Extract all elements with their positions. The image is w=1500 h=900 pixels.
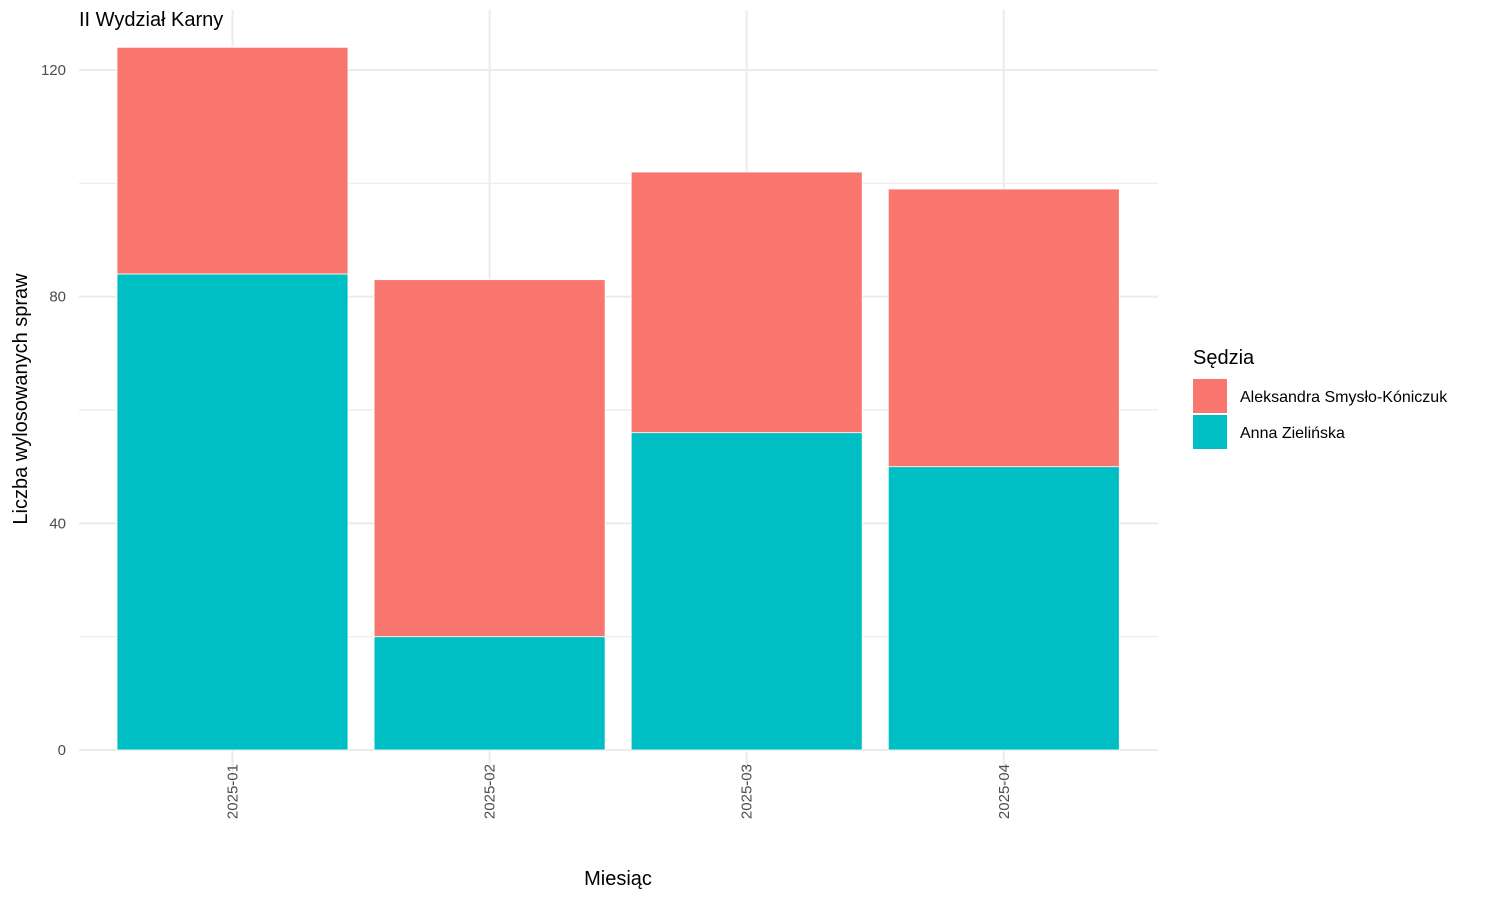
- x-tick-label: 2025-04: [996, 764, 1013, 819]
- y-tick-label: 0: [58, 742, 66, 759]
- y-tick-label: 40: [49, 515, 66, 532]
- y-tick-label: 120: [41, 62, 66, 79]
- legend-label: Anna Zielińska: [1240, 425, 1345, 442]
- x-axis-ticks: 2025-01 2025-02 2025-03 2025-04: [225, 764, 1013, 819]
- x-axis-title: Miesiąc: [584, 868, 652, 890]
- x-tick-label: 2025-03: [739, 764, 756, 819]
- bar-segment: [116, 46, 349, 275]
- legend-swatch: [1193, 379, 1227, 413]
- x-tick-label: 2025-02: [482, 764, 499, 819]
- bar-segment: [373, 279, 606, 638]
- bars: [116, 46, 1120, 751]
- x-tick-label: 2025-01: [225, 764, 242, 819]
- y-axis-title: Liczba wylosowanych spraw: [10, 273, 32, 525]
- chart-title: II Wydział Karny: [79, 9, 223, 31]
- y-axis-ticks: 0 40 80 120: [41, 62, 66, 759]
- legend-items: Aleksandra Smysło-Kóniczuk Anna Zielińska: [1193, 379, 1448, 449]
- legend-label: Aleksandra Smysło-Kóniczuk: [1240, 389, 1448, 406]
- bar-segment: [373, 636, 606, 751]
- y-tick-label: 80: [49, 289, 66, 306]
- legend-swatch: [1193, 415, 1227, 449]
- bar-segment: [887, 466, 1120, 751]
- legend: Sędzia Aleksandra Smysło-Kóniczuk Anna Zi…: [1193, 347, 1448, 449]
- legend-title: Sędzia: [1193, 347, 1255, 369]
- bar-segment: [630, 432, 863, 751]
- bar-segment: [116, 273, 349, 751]
- bar-segment: [887, 188, 1120, 468]
- bar-segment: [630, 171, 863, 434]
